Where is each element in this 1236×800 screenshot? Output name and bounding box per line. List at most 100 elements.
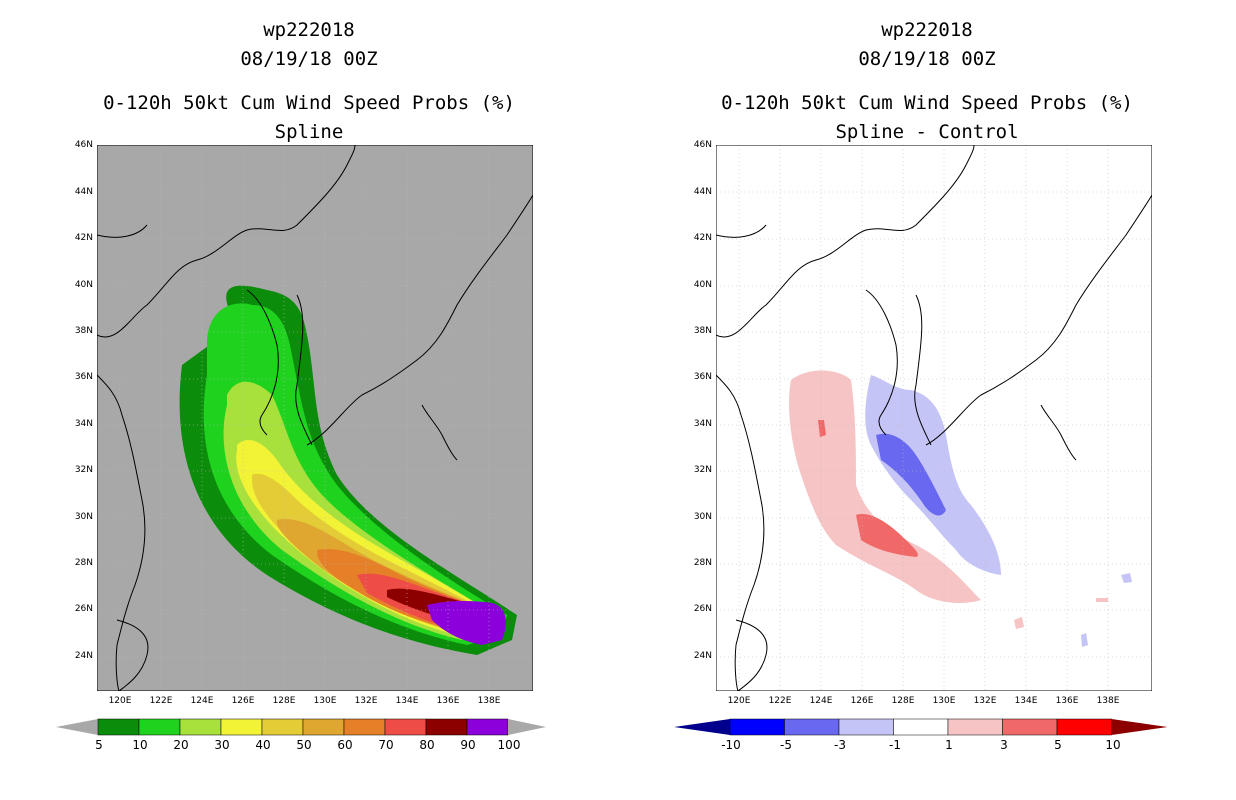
colorbar-label: 50	[296, 738, 312, 752]
left-map	[97, 145, 533, 691]
colorbar-label: 80	[419, 738, 435, 752]
colorbar-swatch	[425, 718, 468, 736]
colorbar-swatch	[466, 718, 509, 736]
lon-label: 138E	[1096, 696, 1120, 706]
left-product-title: 0-120h 50kt Cum Wind Speed Probs (%)	[103, 92, 515, 114]
colorbar-swatch	[220, 718, 263, 736]
right-subtitle: Spline - Control	[835, 121, 1019, 143]
colorbar-label: 5	[95, 738, 103, 752]
colorbar-swatch	[179, 718, 222, 736]
right-datetime: 08/19/18 00Z	[858, 48, 996, 70]
lat-label: 32N	[74, 465, 93, 475]
lon-label: 132E	[973, 696, 997, 706]
lat-label: 46N	[693, 140, 712, 150]
lon-label: 136E	[436, 696, 460, 706]
colorbar-label: 40	[255, 738, 271, 752]
colorbar-over-triangle	[1111, 719, 1168, 735]
left-subtitle: Spline	[274, 121, 344, 143]
colorbar-label: -5	[780, 738, 792, 752]
lon-label: 130E	[932, 696, 956, 706]
colorbar-swatch	[893, 718, 949, 736]
colorbar-under-triangle	[674, 719, 730, 735]
lat-label: 30N	[693, 512, 712, 522]
colorbar-over-triangle	[508, 719, 546, 735]
lat-label: 34N	[74, 419, 93, 429]
colorbar-swatch	[729, 718, 785, 736]
lon-label: 124E	[809, 696, 833, 706]
map-gridlines	[97, 145, 533, 691]
colorbar-label: 70	[378, 738, 394, 752]
colorbar-swatch	[1002, 718, 1058, 736]
lat-label: 24N	[74, 651, 93, 661]
colorbar-swatch	[838, 718, 894, 736]
colorbar-swatch	[97, 718, 140, 736]
lat-label: 28N	[74, 558, 93, 568]
colorbar-label: 20	[173, 738, 189, 752]
left-colorbar	[56, 718, 556, 736]
left-panel: wp222018 08/19/18 00Z 0-120h 50kt Cum Wi…	[56, 19, 556, 752]
right-map	[716, 145, 1152, 691]
left-storm-id: wp222018	[263, 19, 355, 41]
lat-label: 40N	[74, 280, 93, 290]
lat-label: 36N	[74, 372, 93, 382]
colorbar-label: 10	[132, 738, 148, 752]
right-panel: wp222018 08/19/18 00Z 0-120h 50kt Cum Wi…	[618, 0, 1236, 800]
colorbar-swatch	[302, 718, 345, 736]
lat-label: 28N	[693, 558, 712, 568]
lon-label: 120E	[727, 696, 751, 706]
lat-label: 24N	[693, 651, 712, 661]
lon-label: 124E	[190, 696, 214, 706]
map-gridlines	[716, 145, 1152, 691]
lon-label: 128E	[272, 696, 296, 706]
lat-label: 38N	[693, 326, 712, 336]
colorbar-swatch	[784, 718, 840, 736]
lat-label: 30N	[74, 512, 93, 522]
colorbar-swatch	[384, 718, 427, 736]
lon-label: 122E	[768, 696, 792, 706]
lon-label: 120E	[108, 696, 132, 706]
colorbar-swatch	[343, 718, 386, 736]
lon-label: 128E	[891, 696, 915, 706]
colorbar-under-triangle	[56, 719, 98, 735]
colorbar-label: 5	[1054, 738, 1062, 752]
lon-label: 134E	[395, 696, 419, 706]
lon-label: 138E	[477, 696, 501, 706]
colorbar-swatch	[261, 718, 304, 736]
lat-label: 38N	[74, 326, 93, 336]
colorbar-label: -3	[834, 738, 846, 752]
lon-label: 126E	[850, 696, 874, 706]
lat-label: 44N	[693, 187, 712, 197]
lat-label: 26N	[74, 604, 93, 614]
coastlines	[97, 145, 533, 691]
lat-label: 36N	[693, 372, 712, 382]
lon-label: 130E	[313, 696, 337, 706]
lat-label: 40N	[693, 280, 712, 290]
lon-label: 134E	[1014, 696, 1038, 706]
probability-swath	[179, 285, 517, 655]
difference-field	[789, 370, 1132, 647]
colorbar-label: -1	[889, 738, 901, 752]
colorbar-label: 60	[337, 738, 353, 752]
lat-label: 34N	[693, 419, 712, 429]
coastlines	[716, 145, 1152, 691]
left-datetime: 08/19/18 00Z	[240, 48, 378, 70]
colorbar-swatch	[947, 718, 1003, 736]
lon-label: 126E	[231, 696, 255, 706]
lat-label: 42N	[693, 233, 712, 243]
colorbar-label: -10	[721, 738, 741, 752]
lat-label: 44N	[74, 187, 93, 197]
lat-label: 32N	[693, 465, 712, 475]
colorbar-label: 90	[460, 738, 476, 752]
lon-label: 122E	[149, 696, 173, 706]
colorbar-swatch	[1056, 718, 1112, 736]
colorbar-label: 100	[497, 738, 521, 752]
lon-label: 132E	[354, 696, 378, 706]
right-storm-id: wp222018	[881, 19, 973, 41]
lat-label: 46N	[74, 140, 93, 150]
colorbar-swatch	[138, 718, 181, 736]
colorbar-label: 10	[1105, 738, 1121, 752]
colorbar-label: 30	[214, 738, 230, 752]
lon-label: 136E	[1055, 696, 1079, 706]
right-product-title: 0-120h 50kt Cum Wind Speed Probs (%)	[721, 92, 1133, 114]
lat-label: 26N	[693, 604, 712, 614]
